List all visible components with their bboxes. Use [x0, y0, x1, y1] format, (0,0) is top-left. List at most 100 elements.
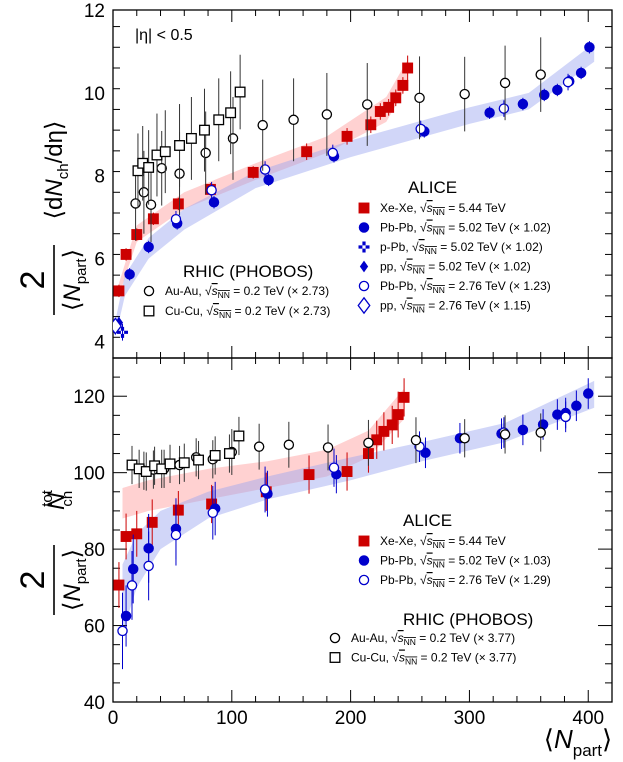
y-tick-label: 40	[84, 693, 105, 714]
x-tick-label: 0	[108, 708, 119, 729]
legend-group: ALICE Xe-Xe, √sNN = 5.44 TeV Pb-Pb, √sNN =…	[357, 178, 551, 315]
series-cucu	[126, 416, 245, 491]
data-point	[535, 427, 546, 438]
data-point	[143, 241, 154, 253]
eta-cut-annotation: |η| < 0.5	[135, 27, 193, 44]
legend-entry: Xe-Xe, √sNN = 5.44 TeV	[380, 201, 506, 217]
y-tick-label: 120	[73, 387, 105, 408]
data-point	[199, 124, 210, 136]
legend-marker	[358, 241, 370, 253]
legend-marker	[329, 632, 341, 644]
data-point	[392, 409, 404, 421]
x-tick-label: 200	[335, 708, 367, 729]
data-point	[259, 484, 271, 495]
legend-group: RHIC (PHOBOS) Au-Au, √sNN = 0.2 TeV (× 3.…	[329, 610, 533, 667]
uncertainty-bands	[122, 380, 595, 634]
data-point	[459, 433, 470, 444]
y-tick-label: 60	[84, 617, 105, 638]
data-point	[145, 199, 157, 210]
legend-entry: pp, √sNN = 5.02 TeV (× 1.02)	[380, 260, 531, 276]
legend-marker	[329, 652, 341, 663]
legend-marker	[357, 296, 371, 315]
top-y-axis-title-fraction: 2	[14, 271, 52, 290]
data-point	[552, 84, 563, 96]
data-point	[233, 430, 245, 442]
legend-entry: Pb-Pb, √sNN = 5.02 TeV (× 1.03)	[380, 554, 551, 570]
legend-entry: p-Pb, √sNN = 5.02 TeV (× 1.02)	[380, 240, 543, 256]
data-point	[415, 123, 426, 135]
data-point	[138, 187, 150, 198]
legend-marker	[143, 285, 155, 297]
data-point	[560, 411, 571, 423]
legend-entry: pp, √sNN = 2.76 TeV (× 1.15)	[380, 299, 531, 315]
svg-text:2: 2	[14, 271, 52, 290]
legend-entry: Au-Au, √sNN = 0.2 TeV (× 2.73)	[165, 284, 329, 300]
bottom-y-axis-title-denominator: ⟨Npart⟩	[59, 549, 90, 611]
data-point	[207, 507, 219, 519]
legend-header: RHIC (PHOBOS)	[183, 262, 313, 281]
data-point	[146, 516, 158, 528]
data-point	[143, 560, 154, 572]
data-point	[159, 146, 171, 158]
data-point	[147, 213, 159, 225]
data-point	[130, 198, 141, 209]
data-point	[398, 391, 410, 403]
data-point	[257, 119, 268, 131]
data-point	[582, 388, 594, 399]
data-point	[120, 248, 132, 260]
data-point	[247, 166, 259, 178]
data-point	[120, 531, 132, 542]
y-tick-label: 6	[94, 250, 105, 271]
data-point	[227, 133, 239, 144]
x-tick-label: 100	[216, 708, 248, 729]
data-point	[410, 434, 422, 446]
legend-marker	[358, 574, 370, 586]
data-point	[208, 196, 220, 208]
data-point	[328, 462, 340, 473]
x-tick-label: 400	[572, 708, 604, 729]
bottom-y-axis-title-quantity: Nchtot	[39, 489, 76, 510]
x-tick-label: 300	[454, 708, 486, 729]
series-pbpb276	[170, 73, 574, 228]
x-axis-title: ⟨Npart⟩	[544, 724, 612, 760]
data-point	[484, 107, 495, 118]
series-cucu	[132, 54, 246, 209]
top-panel: 4 6 8 10 12 ALICE Xe-Xe, √sNN = 5.44 TeV Pb-Pb,…	[84, 1, 613, 359]
data-point	[584, 42, 595, 53]
bottom-panel: 0 100 200 300 400 40 60 80 100 120 ALICE Xe-Xe, √sN…	[73, 357, 613, 729]
data-point	[174, 140, 185, 151]
legend-entry: Pb-Pb, √sNN = 2.76 TeV (× 1.29)	[380, 573, 551, 589]
data-point	[259, 164, 271, 175]
y-tick-label: 100	[73, 464, 105, 485]
legend-marker	[359, 260, 369, 273]
top-y-axis-title-denominator: ⟨Npart⟩	[59, 249, 90, 311]
data-point	[341, 130, 353, 142]
legend-header: ALICE	[403, 511, 452, 530]
bottom-y-axis-title: 2 ⟨Npart⟩ Nchtot	[14, 489, 90, 615]
data-point	[143, 161, 155, 173]
top-y-axis-title: 2 ⟨Npart⟩ ⟨dNch/dη⟩	[14, 121, 90, 315]
data-point	[172, 504, 184, 516]
data-point	[535, 69, 546, 80]
data-point	[517, 424, 529, 436]
data-point	[131, 229, 143, 240]
data-point	[140, 466, 152, 477]
legend-entry: Xe-Xe, √sNN = 5.44 TeV	[380, 534, 506, 550]
legend-header: ALICE	[408, 178, 457, 197]
series-ppb502	[117, 324, 129, 341]
data-point	[402, 62, 414, 74]
data-point	[517, 98, 529, 110]
legend-entry: Au-Au, √sNN = 0.2 TeV (× 3.77)	[351, 631, 515, 647]
data-point	[288, 114, 299, 126]
data-point	[499, 77, 511, 89]
data-point	[386, 419, 398, 431]
pbpb-band	[115, 43, 595, 338]
data-point	[383, 101, 395, 113]
data-point	[321, 109, 333, 120]
data-point	[127, 563, 139, 575]
data-point	[178, 457, 190, 469]
data-point	[117, 625, 128, 637]
data-point	[301, 146, 313, 158]
data-point	[378, 425, 390, 437]
data-point	[206, 184, 217, 196]
